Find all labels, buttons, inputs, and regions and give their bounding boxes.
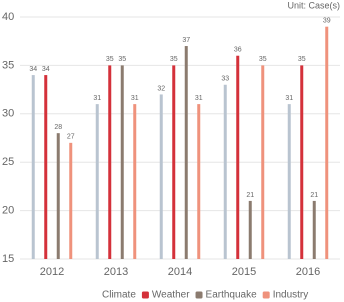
data-label: 35 — [298, 56, 306, 63]
data-label: 34 — [42, 66, 50, 73]
data-label: 35 — [118, 56, 126, 63]
bar — [133, 104, 137, 260]
data-label: 35 — [170, 56, 178, 63]
bar — [95, 104, 99, 260]
bar — [69, 142, 73, 259]
bar — [261, 65, 265, 260]
bar — [197, 104, 201, 260]
data-label: 31 — [285, 95, 293, 102]
bar — [31, 75, 35, 259]
data-label: 28 — [54, 124, 62, 131]
x-tick-label: 2015 — [232, 266, 256, 278]
bar — [223, 84, 227, 259]
bar — [159, 94, 163, 259]
bar — [325, 26, 329, 260]
data-label: 37 — [182, 37, 190, 44]
data-label: 33 — [221, 76, 229, 83]
bar — [120, 65, 124, 260]
y-tick-label: 40 — [2, 11, 14, 23]
data-label: 31 — [131, 95, 139, 102]
legend-label: Climate — [102, 290, 136, 301]
data-label: 35 — [259, 56, 267, 63]
y-tick-label: 20 — [2, 205, 14, 217]
legend-label: Weather — [152, 290, 190, 301]
bar — [184, 46, 188, 259]
bar — [236, 55, 240, 259]
legend-marker — [141, 291, 149, 299]
data-label: 31 — [93, 95, 101, 102]
data-label: 39 — [323, 18, 331, 25]
data-label: 34 — [29, 66, 37, 73]
data-label: 27 — [67, 134, 75, 141]
bar — [44, 75, 48, 259]
legend-label: Industry — [273, 290, 309, 301]
bar — [312, 200, 316, 259]
data-label: 21 — [246, 192, 254, 199]
legend-marker — [195, 291, 203, 299]
x-tick-label: 2012 — [40, 266, 64, 278]
bar — [248, 200, 252, 259]
y-tick-label: 35 — [2, 59, 14, 71]
bar — [172, 65, 176, 260]
bar — [56, 133, 60, 259]
data-label: 32 — [157, 85, 165, 92]
bar — [300, 65, 304, 260]
legend-marker — [262, 291, 270, 299]
bar — [108, 65, 112, 260]
legend-label: Earthquake — [206, 290, 258, 301]
data-label: 35 — [106, 56, 114, 63]
x-tick-label: 2014 — [168, 266, 192, 278]
y-tick-label: 25 — [2, 156, 14, 168]
data-label: 21 — [310, 192, 318, 199]
x-tick-label: 2013 — [104, 266, 128, 278]
y-tick-label: 30 — [2, 108, 14, 120]
y-tick-label: 15 — [2, 253, 14, 265]
data-label: 31 — [195, 95, 203, 102]
data-label: 36 — [234, 47, 242, 54]
bar — [287, 104, 291, 260]
unit-label: Unit: Case(s) — [287, 0, 340, 10]
x-tick-label: 2016 — [296, 266, 320, 278]
